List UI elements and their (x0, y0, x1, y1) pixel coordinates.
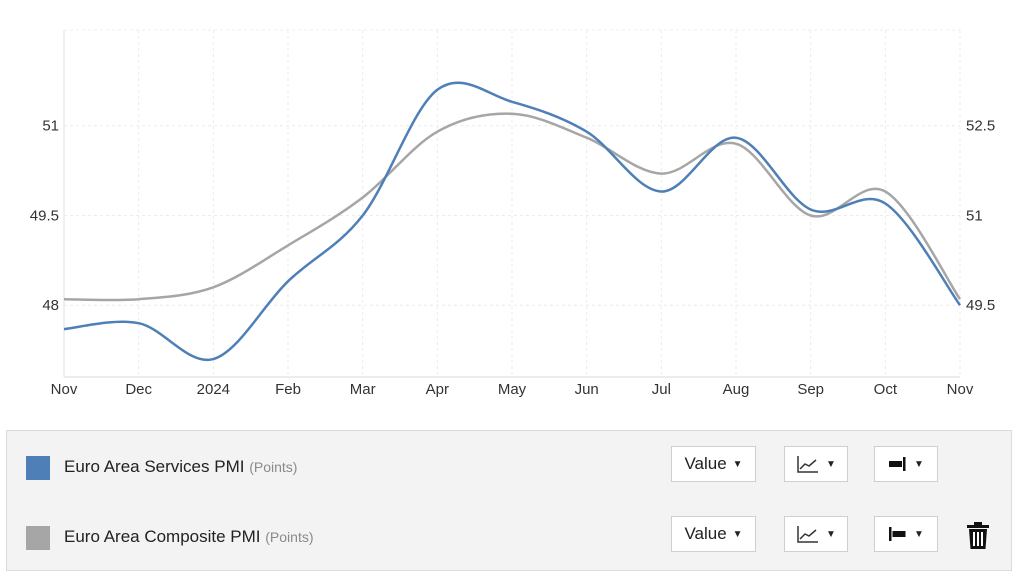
left-axis-tick-label: 51 (42, 118, 59, 135)
axis-left-icon (889, 527, 906, 541)
x-axis-tick-label: Nov (947, 381, 974, 398)
series-unit: (Points) (249, 459, 298, 475)
series-color-swatch[interactable] (26, 526, 50, 550)
x-axis-tick-label: Mar (350, 381, 376, 398)
chart-type-dropdown[interactable]: ▼ (784, 516, 848, 552)
x-axis-tick-label: Oct (874, 381, 898, 398)
composite-pmi-line (63, 112, 962, 302)
left-axis-ticks: 51 49.5 48 (30, 118, 59, 314)
x-axis-tick-label: Jun (575, 381, 599, 398)
caret-down-icon: ▼ (732, 458, 743, 470)
value-dropdown[interactable]: Value ▼ (671, 446, 756, 482)
caret-down-icon: ▼ (826, 458, 836, 470)
legend-row-services: Euro Area Services PMI (Points) Value ▼ … (7, 443, 1011, 493)
caret-down-icon: ▼ (914, 458, 924, 470)
x-axis-tick-label: May (498, 381, 527, 398)
left-axis-tick-label: 48 (42, 297, 59, 314)
left-axis-tick-label: 49.5 (30, 207, 59, 224)
chart-type-dropdown[interactable]: ▼ (784, 446, 848, 482)
x-axis-tick-label: Jul (652, 381, 671, 398)
series-name: Euro Area Composite PMI (64, 527, 261, 546)
caret-down-icon: ▼ (826, 528, 836, 540)
grid-lines (63, 29, 961, 378)
axis-side-dropdown[interactable]: ▼ (874, 446, 938, 482)
axis-side-dropdown[interactable]: ▼ (874, 516, 938, 552)
series-color-swatch[interactable] (26, 456, 50, 480)
pmi-line-chart: 51 49.5 48 52.5 51 49.5 Nov Dec 2024 Feb Mar Apr M… (30, 29, 995, 398)
right-axis-tick-label: 49.5 (966, 297, 995, 314)
line-chart-icon (797, 526, 819, 543)
caret-down-icon: ▼ (914, 528, 924, 540)
legend-panel: Euro Area Services PMI (Points) Value ▼ … (6, 430, 1012, 571)
right-axis-tick-label: 52.5 (966, 118, 995, 135)
value-dropdown-label: Value (684, 454, 727, 473)
x-axis-tick-label: Feb (275, 381, 301, 398)
x-axis-tick-label: Sep (797, 381, 824, 398)
trash-icon[interactable] (965, 522, 991, 550)
value-dropdown[interactable]: Value ▼ (671, 516, 756, 552)
x-axis-tick-label: Aug (723, 381, 750, 398)
series-lines (63, 81, 962, 362)
axis-right-icon (889, 457, 906, 471)
x-axis-tick-label: Dec (125, 381, 152, 398)
series-name: Euro Area Services PMI (64, 457, 245, 476)
series-label: Euro Area Composite PMI (Points) (64, 527, 314, 547)
line-chart-icon (797, 456, 819, 473)
value-dropdown-label: Value (684, 524, 727, 543)
x-axis-tick-label: Apr (426, 381, 449, 398)
x-axis-tick-label: 2024 (197, 381, 230, 398)
series-unit: (Points) (265, 529, 314, 545)
caret-down-icon: ▼ (732, 528, 743, 540)
right-axis-ticks: 52.5 51 49.5 (966, 118, 995, 314)
x-axis-tick-label: Nov (51, 381, 78, 398)
x-axis-ticks: Nov Dec 2024 Feb Mar Apr May Jun Jul Aug Sep Oct Nov (51, 381, 974, 398)
series-label: Euro Area Services PMI (Points) (64, 457, 297, 477)
legend-row-composite: Euro Area Composite PMI (Points) Value ▼… (7, 513, 1011, 563)
services-pmi-line (63, 81, 962, 362)
right-axis-tick-label: 51 (966, 207, 983, 224)
